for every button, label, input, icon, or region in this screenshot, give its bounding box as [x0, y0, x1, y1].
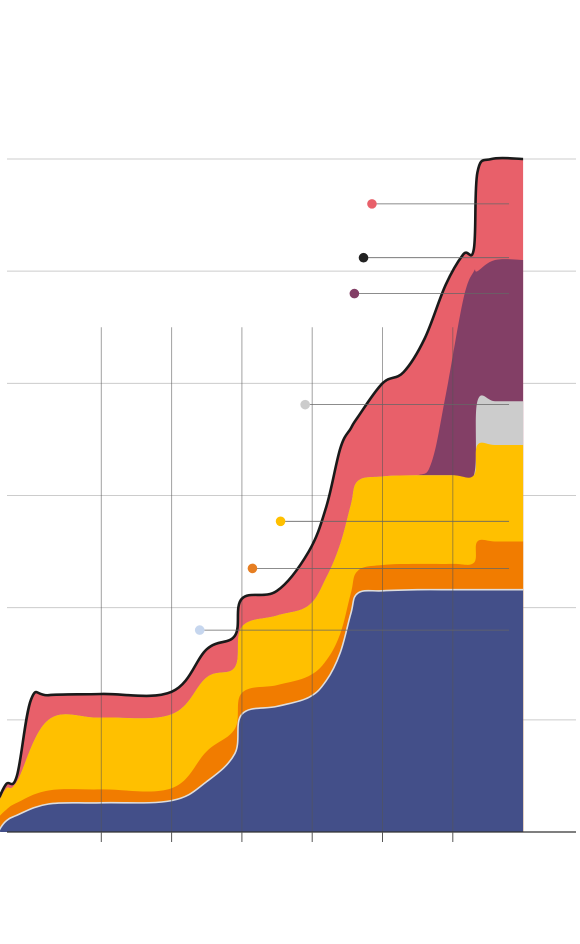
annotation-dot	[194, 625, 205, 635]
vertical-gridlines	[100, 327, 454, 832]
area-series-0	[0, 589, 524, 832]
annotation-dot	[247, 563, 258, 574]
area-series	[0, 157, 524, 832]
x-axis	[7, 831, 576, 842]
total-outline	[0, 156, 524, 798]
annotation-dot	[367, 199, 377, 209]
annotation-dot	[275, 516, 286, 527]
annotation-dot	[358, 252, 369, 263]
annotations	[194, 199, 510, 635]
area-edge-0	[0, 588, 524, 832]
total-outline-line	[0, 156, 524, 798]
annotation-dot	[349, 288, 360, 299]
annotation-dot	[300, 399, 310, 410]
